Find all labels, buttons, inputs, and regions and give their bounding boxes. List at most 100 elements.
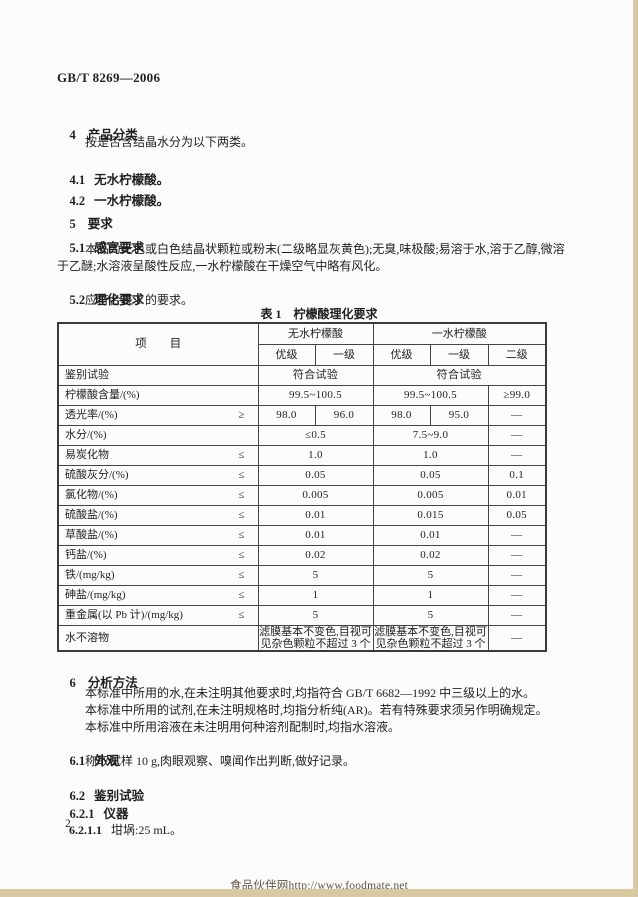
section-6-2-1-1-line: 6.2.1.1 坩埚:25 mL。 — [57, 806, 182, 853]
table-row: 砷盐/(mg/kg) ≤1 1— — [57, 585, 547, 606]
section-5-2-heading: 5.2 理化要求 — [57, 274, 145, 323]
item-label: 水不溶物 — [65, 632, 109, 645]
value-cell: 0.02 — [257, 545, 374, 566]
spec-table: 项 目无水柠檬酸 一水柠檬酸 优级 一级 优级 一级 二级 鉴别试验 符合试验 符合试验 柠檬酸含量… — [57, 322, 548, 653]
value-cell: — — [487, 445, 547, 466]
limit-symbol: ≤ — [238, 509, 245, 522]
item-cell: 氯化物/(%) ≤ — [57, 485, 259, 506]
limit-symbol: ≤ — [238, 469, 245, 482]
item-cell: 草酸盐/(%) ≤ — [57, 525, 259, 546]
value-cell: 0.01 — [257, 505, 374, 526]
doc-number: GB/T 8269—2006 — [57, 70, 161, 85]
limit-symbol: ≤ — [238, 589, 245, 602]
section-number: 6.1 — [69, 754, 86, 768]
section-6-paragraph-3: 本标准中所用溶液在未注明用何种溶剂配制时,均指水溶液。 — [85, 720, 401, 734]
value-cell: — — [487, 565, 547, 586]
value-cell: — — [487, 605, 547, 626]
value-cell: 1 — [372, 585, 489, 606]
section-number: 5.2 — [69, 293, 86, 307]
value-cell: 0.05 — [257, 465, 374, 486]
table-row: 氯化物/(%) ≤0.005 0.005 0.01 — [57, 485, 547, 506]
section-4-heading: 4 产品分类 — [57, 109, 138, 158]
value-cell: — — [487, 545, 547, 566]
section-number: 6 — [69, 676, 76, 690]
item-cell: 易炭化物 ≤ — [57, 445, 259, 466]
section-number: 4.1 — [69, 173, 86, 187]
value-cell: — — [487, 425, 547, 446]
value-cell: 0.1 — [487, 465, 547, 486]
column-header-grade-1-2: 二级 — [487, 344, 547, 366]
item-label: 草酸盐/(%) — [65, 529, 118, 542]
scan-edge-strip-right — [633, 0, 638, 897]
section-5-1-paragraph-line-2: 于乙醚;水溶液呈酸性反应,一水柠檬酸在干燥空气中略有风化。 — [57, 259, 388, 273]
column-header-grade-0-0: 优级 — [257, 344, 316, 366]
item-label: 易炭化物 — [65, 449, 109, 462]
item-label: 水分/(%) — [65, 429, 107, 442]
table-row: 易炭化物 ≤1.0 1.0— — [57, 445, 547, 466]
table-row: 重金属(以 Pb 计)/(mg/kg) ≤5 5— — [57, 605, 547, 626]
section-number: 5 — [69, 217, 76, 231]
value-cell: 0.01 — [372, 525, 489, 546]
section-title: 外观 — [94, 754, 120, 768]
value-cell: 符合试验 — [372, 365, 547, 386]
item-cell: 硫酸灰分/(%) ≤ — [57, 465, 259, 486]
section-title: 分析方法 — [87, 676, 138, 690]
value-cell: — — [487, 405, 547, 426]
item-cell: 水分/(%) — [57, 425, 259, 446]
item-cell: 硫酸盐/(%) ≤ — [57, 505, 259, 526]
table-row: 鉴别试验 符合试验 符合试验 — [57, 365, 547, 386]
column-header-grade-1-0: 优级 — [372, 344, 431, 366]
table-row: 柠檬酸含量/(%) 99.5~100.5 99.5~100.5 ≥99.0 — [57, 385, 547, 406]
value-cell: 0.05 — [372, 465, 489, 486]
limit-symbol: ≤ — [238, 489, 245, 502]
table-row: 水不溶物 滤膜基本不变色,目视可见杂色颗粒不超过 3 个滤膜基本不变色,目视可见杂… — [57, 625, 547, 652]
value-cell: 0.005 — [257, 485, 374, 506]
limit-symbol: ≤ — [238, 569, 245, 582]
limit-symbol: ≤ — [238, 549, 245, 562]
section-title: 仪器 — [103, 807, 129, 821]
section-5-2-intro: 应符合表 1 的要求。 — [85, 293, 194, 307]
value-cell: 0.015 — [372, 505, 489, 526]
item-cell: 铁/(mg/kg) ≤ — [57, 565, 259, 586]
section-title: 鉴别试验 — [94, 789, 145, 803]
section-number: 5.1 — [69, 241, 86, 255]
section-title: 产品分类 — [87, 128, 138, 142]
section-body: 坩埚:25 mL。 — [111, 823, 182, 837]
limit-symbol: ≤ — [238, 529, 245, 542]
value-cell: 95.0 — [429, 405, 489, 426]
section-title: 一水柠檬酸。 — [94, 194, 170, 208]
section-6-1-heading: 6.1 外观 — [57, 735, 120, 784]
section-6-paragraph-1: 本标准中所用的水,在未注明其他要求时,均指符合 GB/T 6682—1992 中… — [85, 686, 536, 700]
column-header-item: 项 目 — [57, 322, 259, 366]
item-label: 透光率/(%) — [65, 409, 118, 422]
table-row: 水分/(%) ≤0.5 7.5~9.0— — [57, 425, 547, 446]
value-cell: 滤膜基本不变色,目视可见杂色颗粒不超过 3 个 — [257, 625, 374, 652]
page-number: 2 — [65, 818, 71, 830]
item-cell: 柠檬酸含量/(%) — [57, 385, 259, 406]
section-5-heading: 5 要求 — [57, 198, 113, 247]
column-header-grade-1-1: 一级 — [429, 344, 489, 366]
table-row: 钙盐/(%) ≤0.02 0.02— — [57, 545, 547, 566]
value-cell: 5 — [372, 565, 489, 586]
column-header-grade-0-1: 一级 — [314, 344, 374, 366]
section-5-1-paragraph-line-1: 本品为无色或白色结晶状颗粒或粉末(二级略显灰黄色);无臭,味极酸;易溶于水,溶于… — [85, 242, 565, 256]
value-cell: 1.0 — [257, 445, 374, 466]
item-label: 砷盐/(mg/kg) — [65, 589, 126, 602]
value-cell: 0.005 — [372, 485, 489, 506]
value-cell: ≥99.0 — [487, 385, 547, 406]
section-6-1-body: 称取试样 10 g,肉眼观察、嗅闻作出判断,做好记录。 — [85, 754, 356, 768]
item-cell: 透光率/(%) ≥ — [57, 405, 259, 426]
value-cell: 0.02 — [372, 545, 489, 566]
item-cell: 砷盐/(mg/kg) ≤ — [57, 585, 259, 606]
item-label: 铁/(mg/kg) — [65, 569, 115, 582]
section-4-2-heading: 4.2 一水柠檬酸。 — [57, 175, 170, 224]
value-cell: 0.01 — [487, 485, 547, 506]
section-number: 4.2 — [69, 194, 86, 208]
value-cell: 7.5~9.0 — [372, 425, 489, 446]
table-row: 硫酸灰分/(%) ≤0.05 0.05 0.1 — [57, 465, 547, 486]
value-cell: 99.5~100.5 — [372, 385, 489, 406]
table-row: 透光率/(%) ≥98.0 96.0 98.0 95.0— — [57, 405, 547, 426]
section-6-2-heading: 6.2 鉴别试验 — [57, 770, 145, 819]
value-cell: 98.0 — [372, 405, 431, 426]
value-cell: 1.0 — [372, 445, 489, 466]
